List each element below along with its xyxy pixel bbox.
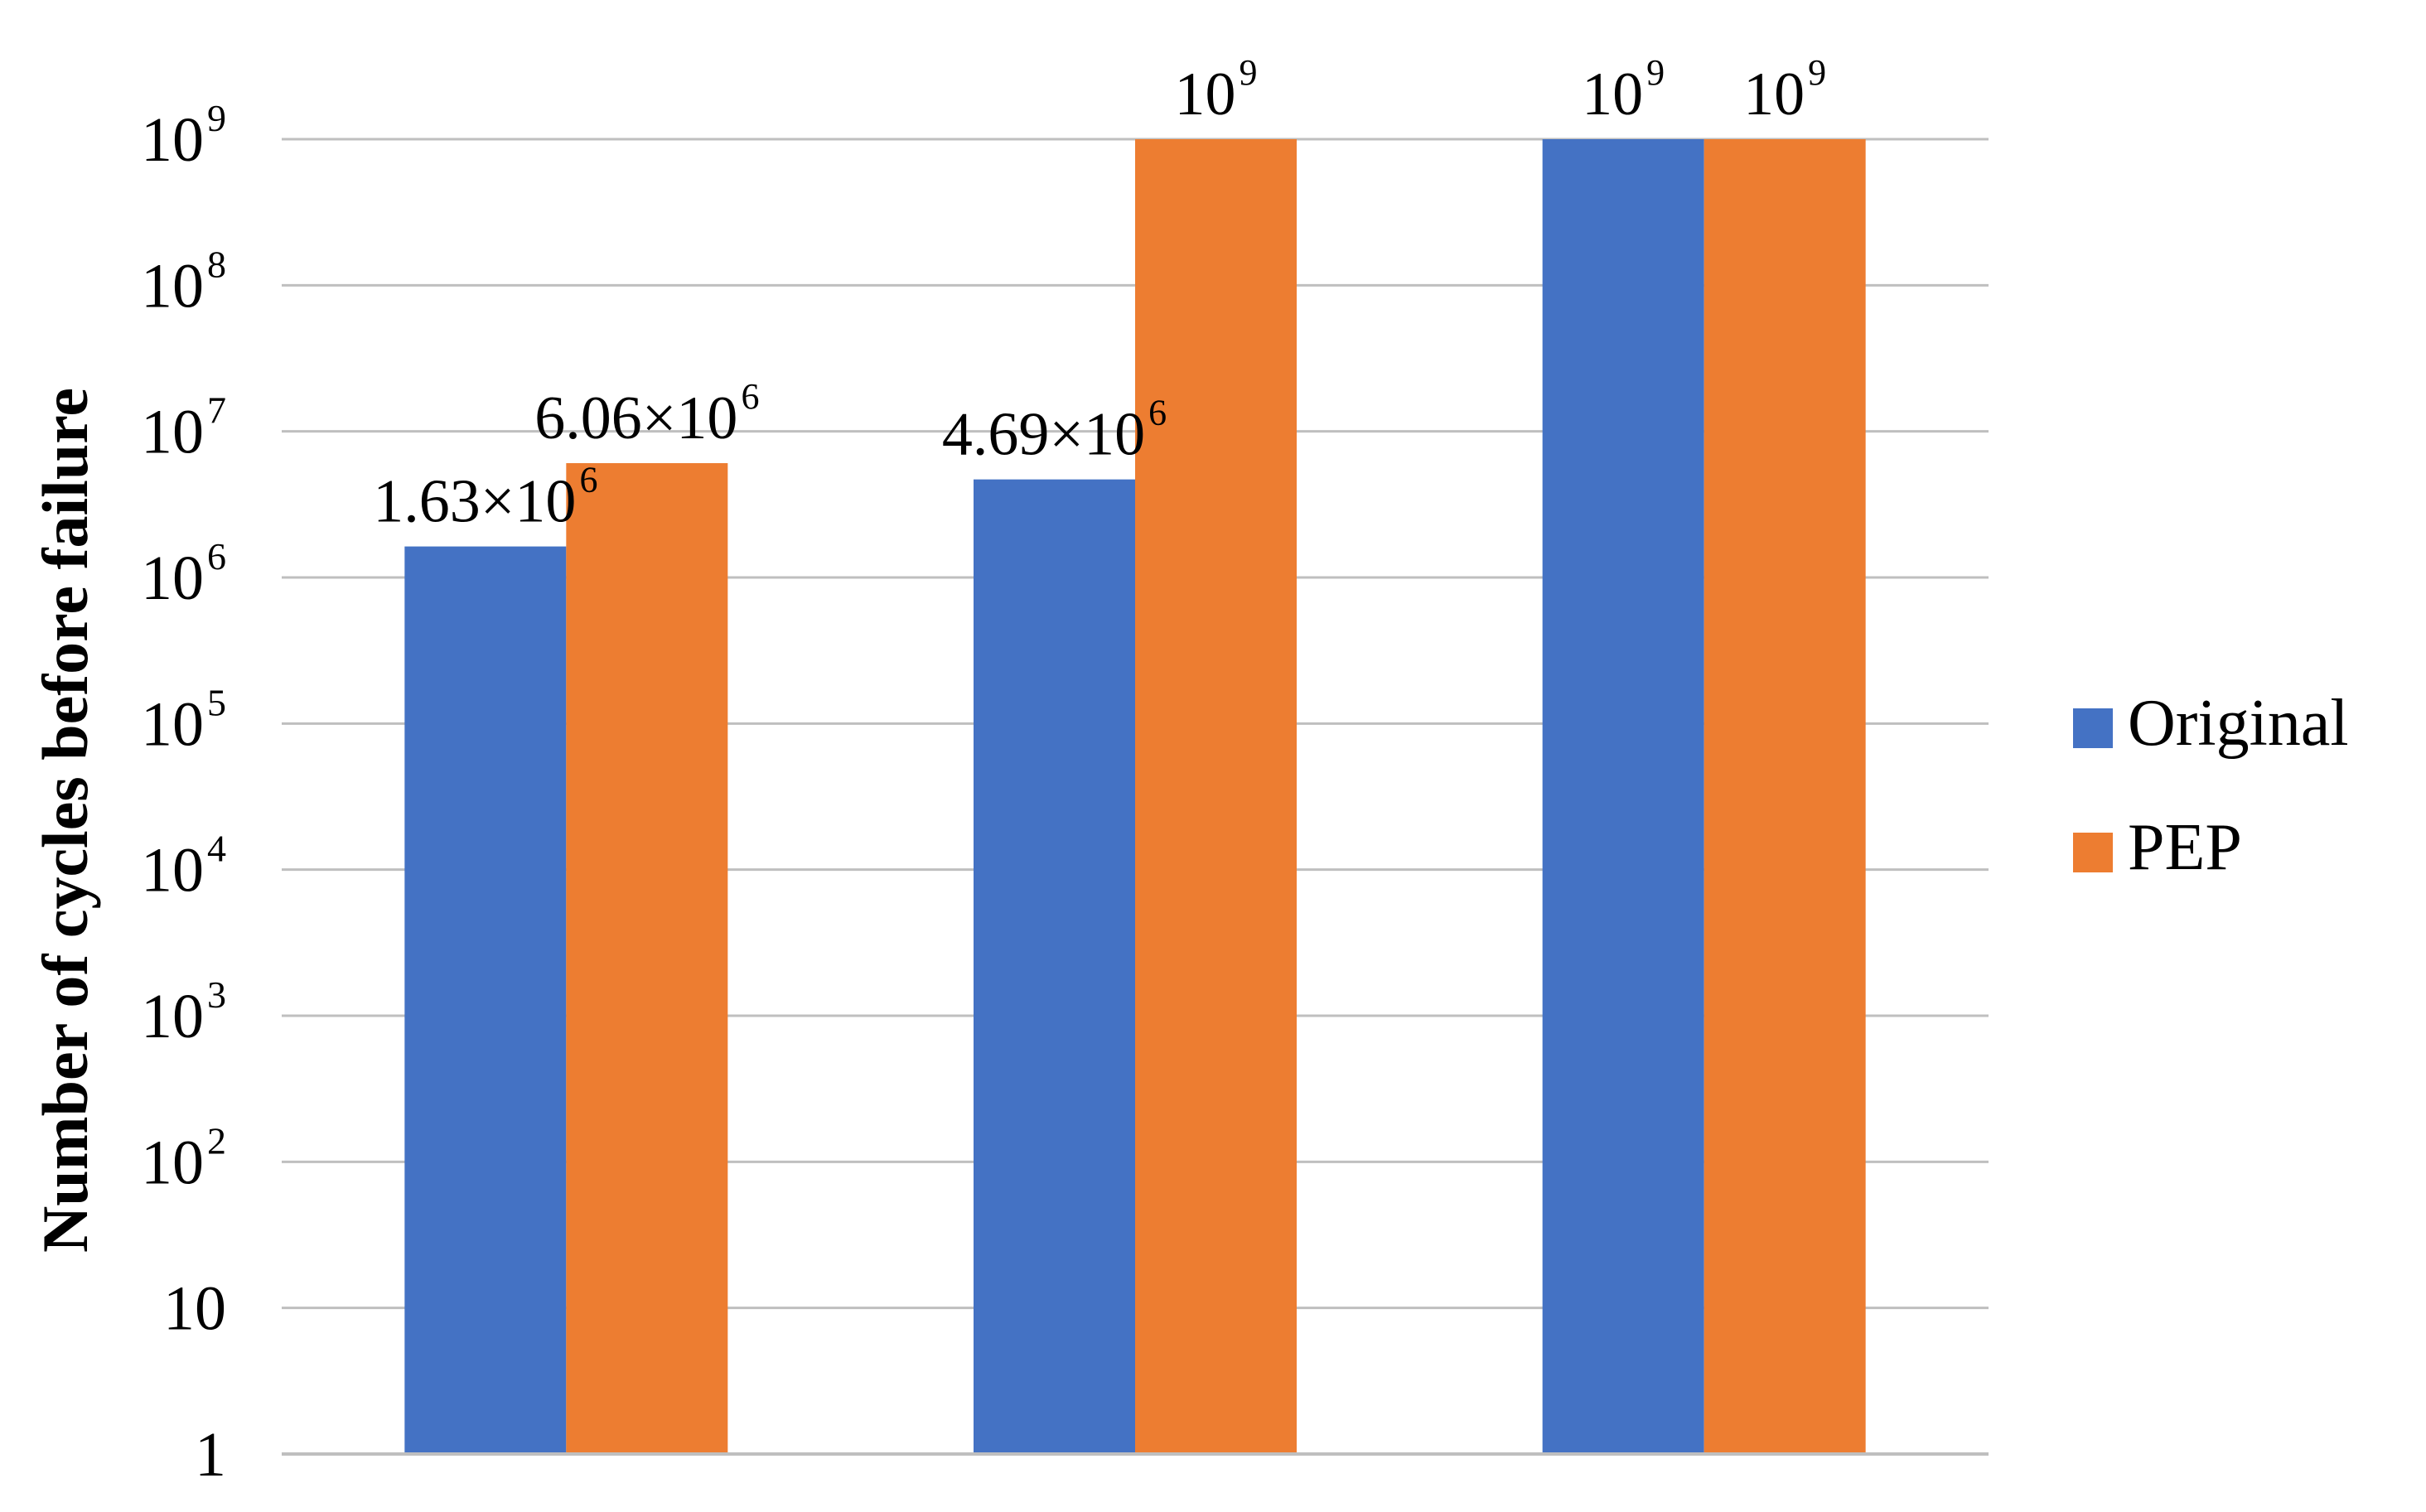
y-tick-base: 10 <box>141 982 204 1051</box>
bar-pep-1 <box>566 463 728 1455</box>
y-tick-base: 10 <box>163 1274 226 1344</box>
legend-swatch-pep <box>2073 833 2113 872</box>
y-tick-exponent: 8 <box>207 243 226 285</box>
y-tick-label: 104 <box>141 828 226 906</box>
data-label-mantissa: 10 <box>1743 60 1805 128</box>
data-label-mantissa: 6.06×10 <box>534 384 737 452</box>
legend: Original PEP <box>2073 687 2349 884</box>
data-label-exponent: 9 <box>1240 52 1258 93</box>
y-axis-title: Number of cycles before failure <box>29 388 101 1253</box>
y-tick-label: 109 <box>141 97 226 175</box>
data-label-exponent: 9 <box>1808 52 1826 93</box>
y-tick-base: 10 <box>141 251 204 321</box>
y-tick-exponent: 7 <box>207 389 226 432</box>
y-tick-label: 105 <box>141 681 226 759</box>
y-tick-label: 102 <box>141 1119 226 1197</box>
y-tick-label: 107 <box>141 389 226 467</box>
data-label: 109 <box>1175 52 1258 128</box>
y-tick-exponent: 5 <box>207 681 226 723</box>
data-label-exponent: 6 <box>579 460 597 500</box>
data-label: 1.63×106 <box>373 460 597 536</box>
data-label-mantissa: 10 <box>1582 60 1643 128</box>
bars <box>404 139 1866 1455</box>
legend-label-original: Original <box>2128 687 2349 760</box>
data-label-exponent: 6 <box>741 376 759 417</box>
y-tick-label: 10 <box>163 1274 226 1344</box>
data-label-mantissa: 10 <box>1175 60 1236 128</box>
y-tick-exponent: 9 <box>207 97 226 139</box>
y-tick-base: 10 <box>141 543 204 613</box>
data-label-exponent: 9 <box>1646 52 1665 93</box>
data-label-exponent: 6 <box>1148 393 1167 433</box>
y-tick-base: 10 <box>141 398 204 467</box>
y-tick-base: 10 <box>141 105 204 175</box>
y-tick-label: 108 <box>141 243 226 321</box>
y-tick-exponent: 3 <box>207 973 226 1016</box>
y-tick-exponent: 4 <box>207 828 226 870</box>
data-label-mantissa: 4.69×10 <box>942 401 1145 469</box>
y-tick-label: 103 <box>141 973 226 1051</box>
y-tick-label: 106 <box>141 535 226 613</box>
y-tick-base: 10 <box>141 1128 204 1197</box>
y-tick-base: 10 <box>141 836 204 906</box>
y-tick-label: 1 <box>195 1420 226 1490</box>
data-label: 109 <box>1743 52 1826 128</box>
bar-original-2 <box>974 479 1135 1454</box>
bar-original-1 <box>404 546 567 1454</box>
y-tick-exponent: 6 <box>207 535 226 577</box>
data-label: 109 <box>1582 52 1665 128</box>
data-label-mantissa: 1.63×10 <box>373 468 576 536</box>
y-tick-exponent: 2 <box>207 1119 226 1162</box>
y-tick-base: 10 <box>141 689 204 759</box>
bar-original-3 <box>1542 139 1704 1454</box>
legend-label-pep: PEP <box>2128 811 2242 884</box>
data-label: 4.69×106 <box>942 393 1167 469</box>
legend-swatch-original <box>2073 708 2113 748</box>
data-label: 6.06×106 <box>534 376 759 452</box>
bar-pep-2 <box>1135 139 1297 1454</box>
y-tick-base: 1 <box>195 1420 226 1490</box>
bar-pep-3 <box>1704 139 1866 1454</box>
